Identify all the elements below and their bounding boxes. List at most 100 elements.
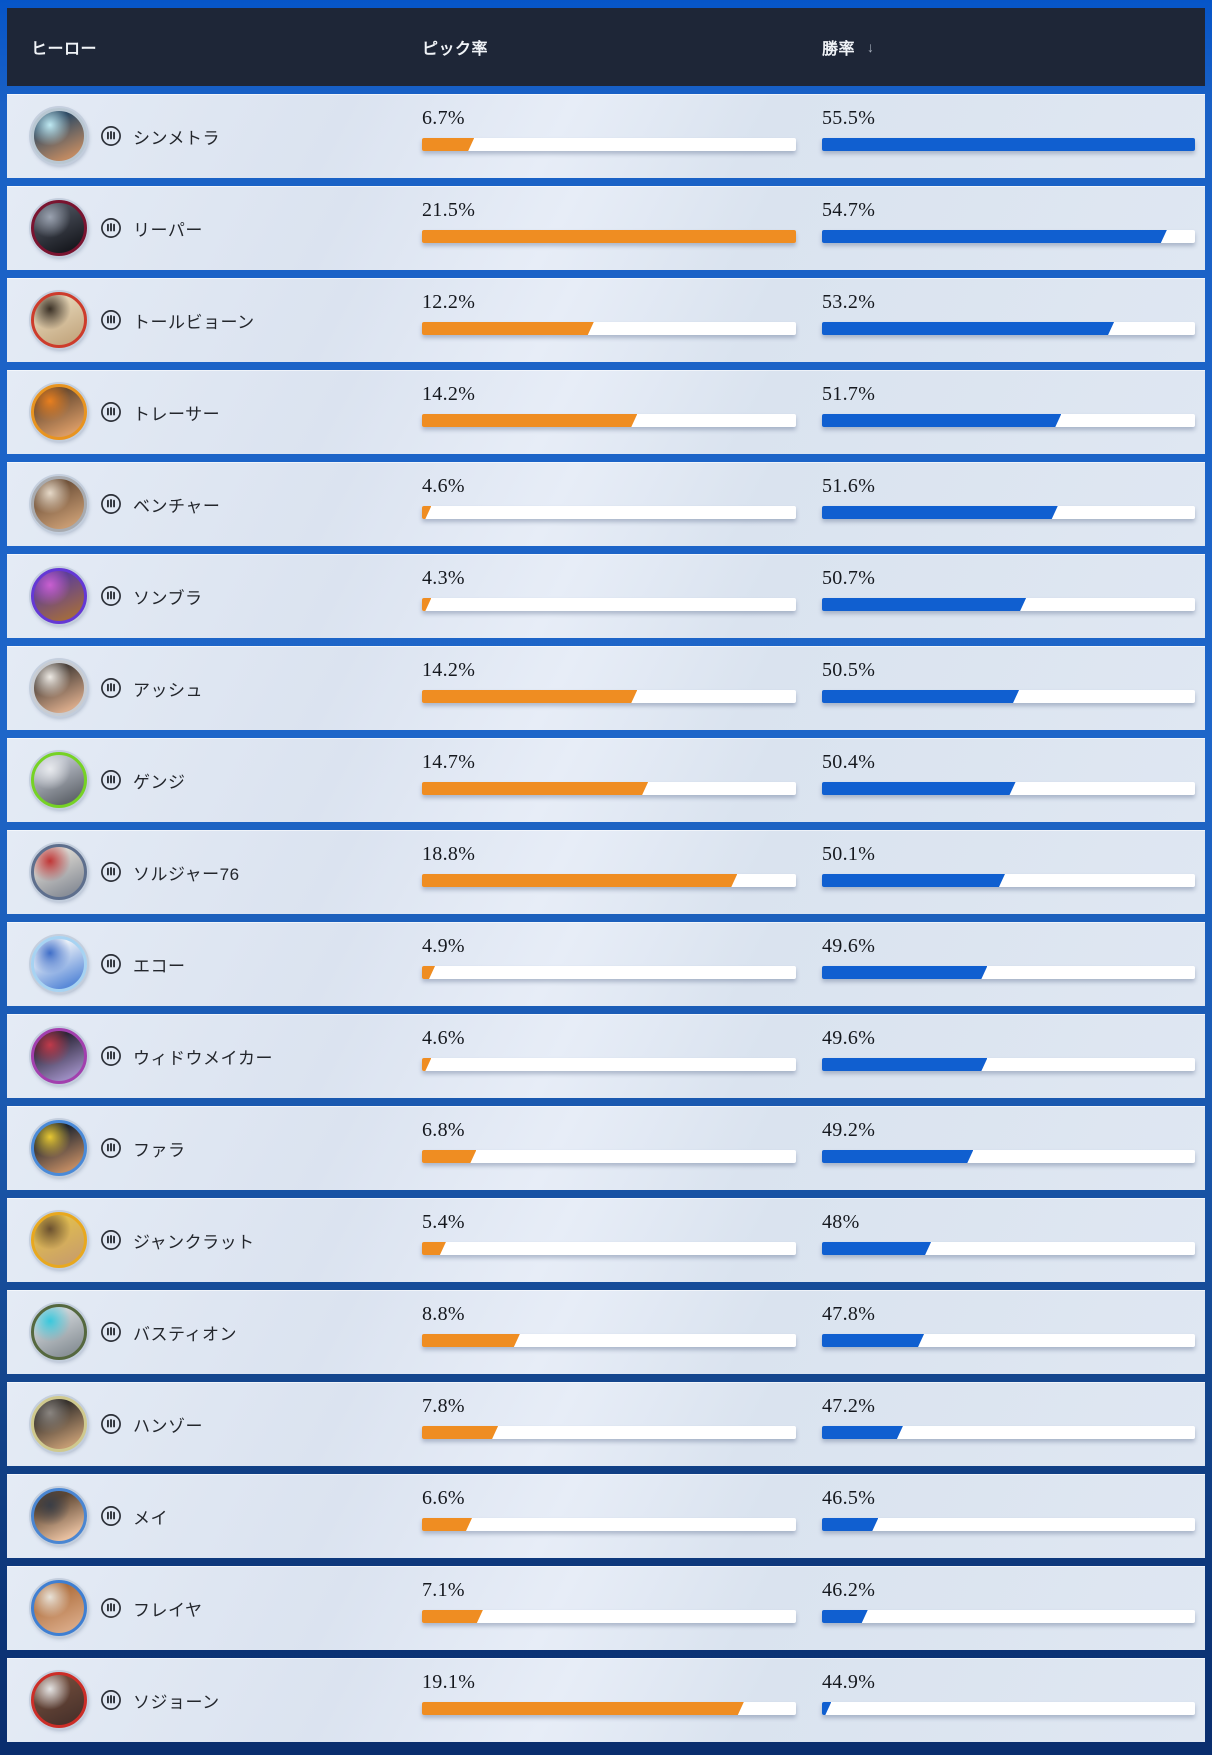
hero-cell: ベンチャー bbox=[7, 476, 422, 532]
header-hero-column[interactable]: ヒーロー bbox=[7, 35, 422, 59]
hero-row[interactable]: トレーサー 14.2% 51.7% bbox=[7, 370, 1205, 454]
pick-rate-cell: 12.2% bbox=[422, 278, 822, 335]
pick-rate-bar-track bbox=[422, 874, 796, 887]
win-rate-bar-fill bbox=[822, 598, 1026, 611]
win-rate-bar-track bbox=[822, 138, 1195, 151]
pick-rate-bar-fill bbox=[422, 322, 594, 335]
sort-descending-icon[interactable]: ↓ bbox=[867, 39, 875, 55]
win-rate-value: 54.7% bbox=[822, 199, 876, 221]
win-rate-bar-fill bbox=[822, 230, 1167, 243]
win-rate-cell: 50.7% bbox=[822, 554, 1205, 611]
hero-row[interactable]: ソンブラ 4.3% 50.7% bbox=[7, 554, 1205, 638]
header-win-rate-column[interactable]: 勝率 ↓ bbox=[822, 35, 1205, 59]
win-rate-bar-track bbox=[822, 1058, 1195, 1071]
header-hero-label: ヒーロー bbox=[31, 41, 98, 58]
hero-row[interactable]: ウィドウメイカー 4.6% 49.6% bbox=[7, 1014, 1205, 1098]
win-rate-bar-fill bbox=[822, 414, 1061, 427]
hero-name: ゲンジ bbox=[133, 772, 186, 792]
hero-name: ソンブラ bbox=[133, 588, 203, 608]
win-rate-cell: 55.5% bbox=[822, 94, 1205, 151]
win-rate-cell: 49.2% bbox=[822, 1106, 1205, 1163]
hero-avatar bbox=[31, 1488, 87, 1544]
hero-row[interactable]: フレイヤ 7.1% 46.2% bbox=[7, 1566, 1205, 1650]
win-rate-value: 47.2% bbox=[822, 1395, 876, 1417]
damage-role-icon bbox=[101, 586, 121, 606]
pick-rate-cell: 21.5% bbox=[422, 186, 822, 243]
hero-row[interactable]: ソジョーン 19.1% 44.9% bbox=[7, 1658, 1205, 1742]
hero-name: ジャンクラット bbox=[133, 1232, 255, 1252]
win-rate-value: 49.2% bbox=[822, 1119, 876, 1141]
win-rate-value: 44.9% bbox=[822, 1671, 876, 1693]
pick-rate-bar-track bbox=[422, 1150, 796, 1163]
pick-rate-bar-fill bbox=[422, 598, 431, 611]
pick-rate-value: 18.8% bbox=[422, 843, 476, 865]
hero-cell: フレイヤ bbox=[7, 1580, 422, 1636]
hero-row[interactable]: トールビョーン 12.2% 53.2% bbox=[7, 278, 1205, 362]
pick-rate-bar-track bbox=[422, 782, 796, 795]
win-rate-value: 50.7% bbox=[822, 567, 876, 589]
hero-cell: リーパー bbox=[7, 200, 422, 256]
pick-rate-bar-track bbox=[422, 1058, 796, 1071]
hero-row[interactable]: ハンゾー 7.8% 47.2% bbox=[7, 1382, 1205, 1466]
hero-row[interactable]: ベンチャー 4.6% 51.6% bbox=[7, 462, 1205, 546]
hero-row[interactable]: ファラ 6.8% 49.2% bbox=[7, 1106, 1205, 1190]
hero-row[interactable]: エコー 4.9% 49.6% bbox=[7, 922, 1205, 1006]
win-rate-value: 49.6% bbox=[822, 1027, 876, 1049]
damage-role-icon bbox=[101, 494, 121, 514]
win-rate-bar-fill bbox=[822, 1242, 931, 1255]
damage-role-icon bbox=[101, 218, 121, 238]
hero-avatar bbox=[31, 292, 87, 348]
damage-role-icon bbox=[101, 310, 121, 330]
pick-rate-cell: 19.1% bbox=[422, 1658, 822, 1715]
pick-rate-bar-fill bbox=[422, 1518, 472, 1531]
pick-rate-cell: 4.6% bbox=[422, 1014, 822, 1071]
hero-cell: ゲンジ bbox=[7, 752, 422, 808]
hero-name: ウィドウメイカー bbox=[133, 1048, 273, 1068]
damage-role-icon bbox=[101, 402, 121, 422]
pick-rate-bar-fill bbox=[422, 1334, 520, 1347]
hero-name: ベンチャー bbox=[133, 496, 221, 516]
pick-rate-bar-track bbox=[422, 1426, 796, 1439]
hero-avatar bbox=[31, 384, 87, 440]
pick-rate-value: 4.9% bbox=[422, 935, 465, 957]
win-rate-bar-track bbox=[822, 782, 1195, 795]
hero-avatar bbox=[31, 1120, 87, 1176]
pick-rate-bar-track bbox=[422, 1610, 796, 1623]
win-rate-value: 50.5% bbox=[822, 659, 876, 681]
hero-avatar bbox=[31, 200, 87, 256]
hero-cell: ファラ bbox=[7, 1120, 422, 1176]
pick-rate-value: 6.8% bbox=[422, 1119, 465, 1141]
hero-row[interactable]: シンメトラ 6.7% 55.5% bbox=[7, 94, 1205, 178]
win-rate-value: 46.5% bbox=[822, 1487, 876, 1509]
hero-row[interactable]: バスティオン 8.8% 47.8% bbox=[7, 1290, 1205, 1374]
hero-row[interactable]: ゲンジ 14.7% 50.4% bbox=[7, 738, 1205, 822]
damage-role-icon bbox=[101, 1690, 121, 1710]
hero-row[interactable]: ジャンクラット 5.4% 48% bbox=[7, 1198, 1205, 1282]
win-rate-cell: 50.4% bbox=[822, 738, 1205, 795]
table-header: ヒーロー ピック率 勝率 ↓ bbox=[7, 8, 1205, 86]
win-rate-value: 51.7% bbox=[822, 383, 876, 405]
hero-cell: ジャンクラット bbox=[7, 1212, 422, 1268]
hero-cell: ハンゾー bbox=[7, 1396, 422, 1452]
pick-rate-value: 6.6% bbox=[422, 1487, 465, 1509]
hero-name: アッシュ bbox=[133, 680, 203, 700]
win-rate-bar-fill bbox=[822, 322, 1114, 335]
pick-rate-bar-track bbox=[422, 1242, 796, 1255]
damage-role-icon bbox=[101, 1598, 121, 1618]
hero-avatar bbox=[31, 1396, 87, 1452]
win-rate-bar-track bbox=[822, 598, 1195, 611]
hero-name: ファラ bbox=[133, 1140, 186, 1160]
win-rate-bar-fill bbox=[822, 1058, 987, 1071]
win-rate-bar-track bbox=[822, 1334, 1195, 1347]
hero-row[interactable]: リーパー 21.5% 54.7% bbox=[7, 186, 1205, 270]
pick-rate-bar-fill bbox=[422, 1242, 446, 1255]
header-pick-rate-column[interactable]: ピック率 bbox=[422, 35, 822, 59]
pick-rate-cell: 14.2% bbox=[422, 370, 822, 427]
pick-rate-value: 6.7% bbox=[422, 107, 465, 129]
win-rate-cell: 51.7% bbox=[822, 370, 1205, 427]
hero-row[interactable]: ソルジャー76 18.8% 50.1% bbox=[7, 830, 1205, 914]
hero-row[interactable]: アッシュ 14.2% 50.5% bbox=[7, 646, 1205, 730]
win-rate-cell: 46.5% bbox=[822, 1474, 1205, 1531]
hero-row[interactable]: メイ 6.6% 46.5% bbox=[7, 1474, 1205, 1558]
